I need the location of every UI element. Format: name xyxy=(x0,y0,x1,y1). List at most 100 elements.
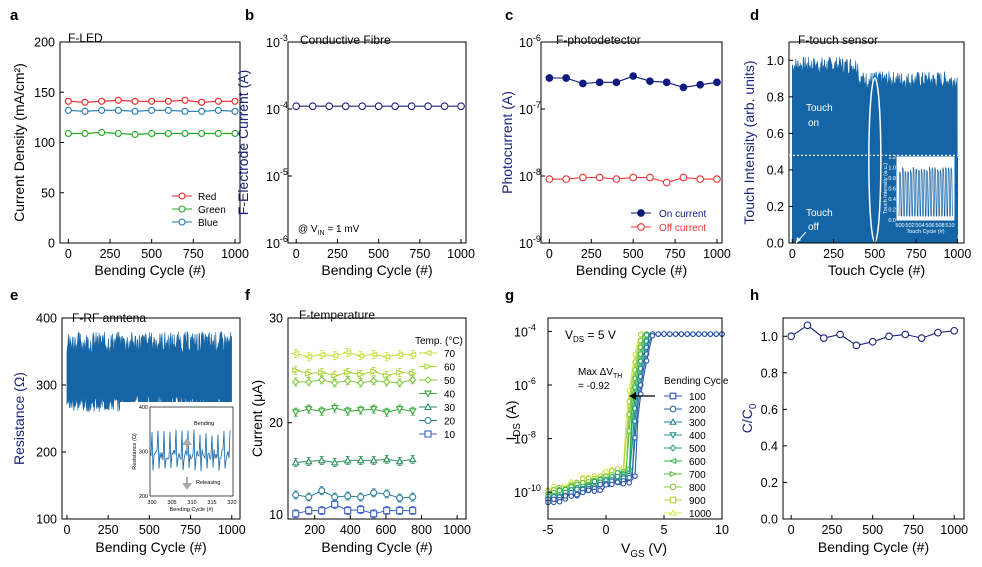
panel-c-point xyxy=(646,77,654,86)
panel-f-point xyxy=(305,493,313,501)
panel-e-inset-y-tick: 300 xyxy=(139,450,148,456)
panel-c-x-tick-label: 750 xyxy=(665,247,686,261)
panel-h-axes-frame xyxy=(782,317,965,520)
panel-d-x-tick-label: 750 xyxy=(906,247,927,261)
panel-a-point xyxy=(231,97,239,105)
panel-e-signal-band xyxy=(66,330,232,412)
panel-g-vth-arrow-head xyxy=(629,392,636,400)
panel-c-point xyxy=(545,175,554,183)
panel-e-bending-label: Bending xyxy=(194,421,214,427)
panel-g-point xyxy=(562,493,569,499)
panel-h-point xyxy=(787,332,796,341)
panel-e-title: F-RF anntena xyxy=(72,311,146,325)
panel-d-inset-y-tick: 0.4 xyxy=(888,197,896,203)
panel-f-legend-title: Temp. (°C) xyxy=(415,336,463,347)
panel-f-point xyxy=(330,405,339,413)
panel-d-y-tick-label: 0.8 xyxy=(767,90,784,104)
panel-a-point xyxy=(98,128,106,136)
panel-c-point xyxy=(713,175,721,183)
panel-d-inset-ylabel: Touch Intensity (a.u.) xyxy=(883,163,889,214)
panel-c-point xyxy=(713,78,721,87)
panel-g-point xyxy=(649,332,656,339)
tick-base: 10 xyxy=(514,325,528,339)
tick-exponent: -9 xyxy=(533,234,541,244)
panel-f-point xyxy=(305,507,313,515)
panel-g-legend-label: 200 xyxy=(689,405,706,416)
panel-c-legend-label: Off current xyxy=(659,223,706,234)
panel-g-xlabel-subscript: GS xyxy=(630,549,645,560)
panel-h-point xyxy=(852,341,861,350)
panel-b: b Conductive Fibre @ VIN = 1 mV 0 250 500 750 1… xyxy=(235,7,475,278)
panel-d-y-tick-label: 0.6 xyxy=(767,127,784,141)
panel-a-point xyxy=(131,107,139,115)
panel-h-ylabel: C/C0 xyxy=(739,403,759,433)
panel-f-point xyxy=(330,352,339,359)
tick-base: 10 xyxy=(514,379,528,393)
panel-a-point xyxy=(64,106,72,114)
panel-d-title: F-touch sensor xyxy=(798,33,878,47)
panel-g-y-tick-label: 10-8 xyxy=(514,430,536,447)
panel-g-point xyxy=(556,487,563,494)
panel-f-point xyxy=(370,489,378,497)
panel-c-point xyxy=(696,80,705,89)
panel-f-x-tick-label: 200 xyxy=(304,523,325,537)
panel-f-point xyxy=(357,506,365,514)
panel-f-point xyxy=(356,407,365,415)
panel-f-point xyxy=(409,507,417,515)
panel-g-legend-marker xyxy=(669,444,677,452)
panel-c-point xyxy=(595,78,604,87)
panel-e-y-tick-label: 300 xyxy=(36,379,57,393)
panel-f-point xyxy=(291,409,300,417)
panel-f-legend-label: 10 xyxy=(444,430,456,441)
panel-d-y-tick-label: 0.4 xyxy=(767,163,784,177)
tick-base: 10 xyxy=(266,103,280,117)
panel-a-point xyxy=(164,106,172,114)
panel-d-inset-y-tick: 0.2 xyxy=(888,208,896,214)
panel-h-ylabel-main: C/C xyxy=(739,409,755,433)
panel-f-series-line xyxy=(295,503,413,515)
panel-g-legend-marker xyxy=(669,392,677,400)
panel-b-x-tick-label: 500 xyxy=(368,247,389,261)
panel-f-point xyxy=(317,351,326,358)
panel-a-point xyxy=(114,129,122,138)
panel-d-annotation-on-2: on xyxy=(808,118,819,129)
panel-c-legend-marker xyxy=(637,223,645,231)
panel-b-point xyxy=(358,102,367,111)
panel-f-y-tick-label: 30 xyxy=(269,312,283,326)
panel-b-point xyxy=(308,102,317,111)
panel-d-inset-y-tick: 0.6 xyxy=(888,187,896,193)
tick-base: 10 xyxy=(519,36,533,50)
panel-a-point xyxy=(98,106,106,114)
panel-a-point xyxy=(114,96,122,104)
panel-h-y-tick-label: 0.0 xyxy=(761,513,778,527)
panel-b-y-tick-label: 10-4 xyxy=(266,100,288,117)
panel-c-x-tick-label: 500 xyxy=(623,247,644,261)
panel-g-legend-label: 800 xyxy=(689,483,706,494)
panel-f-legend-label: 60 xyxy=(444,363,456,374)
panel-g-y-tick-label: 10-4 xyxy=(514,322,536,339)
panel-g-legend-marker xyxy=(669,496,677,504)
panel-g-legend-label: 400 xyxy=(689,431,706,442)
panel-f: f F-temperature Temp. (°C) 70 60 50 40 30 20 10 20… xyxy=(245,287,471,555)
panel-a-point xyxy=(64,129,72,138)
panel-f-ylabel: Current (μA) xyxy=(249,380,265,457)
panel-d-annotation-off-2: off xyxy=(808,222,819,233)
panel-h-label: h xyxy=(750,287,759,304)
panel-g-legend-label: 600 xyxy=(689,457,706,468)
panel-h-x-tick-label: 0 xyxy=(788,523,795,537)
panel-c-point xyxy=(545,74,554,82)
panel-b-y-tick-label: 10-3 xyxy=(266,33,288,50)
panel-g-point xyxy=(701,331,708,337)
panel-f-point xyxy=(318,507,326,515)
panel-d-inset-y-tick: 0.0 xyxy=(888,218,896,224)
annotation-tail: = 1 mV xyxy=(325,224,360,235)
panel-g-ylabel: IDS (A) xyxy=(503,400,523,440)
panel-d-x-tick-label: 500 xyxy=(864,247,885,261)
panel-g-point xyxy=(597,481,603,488)
panel-c-ylabel: Photocurrent (A) xyxy=(499,91,515,194)
panel-b-x-tick-label: 1000 xyxy=(447,247,475,261)
panel-f-x-tick-label: 400 xyxy=(340,523,361,537)
panel-f-point xyxy=(383,490,391,498)
